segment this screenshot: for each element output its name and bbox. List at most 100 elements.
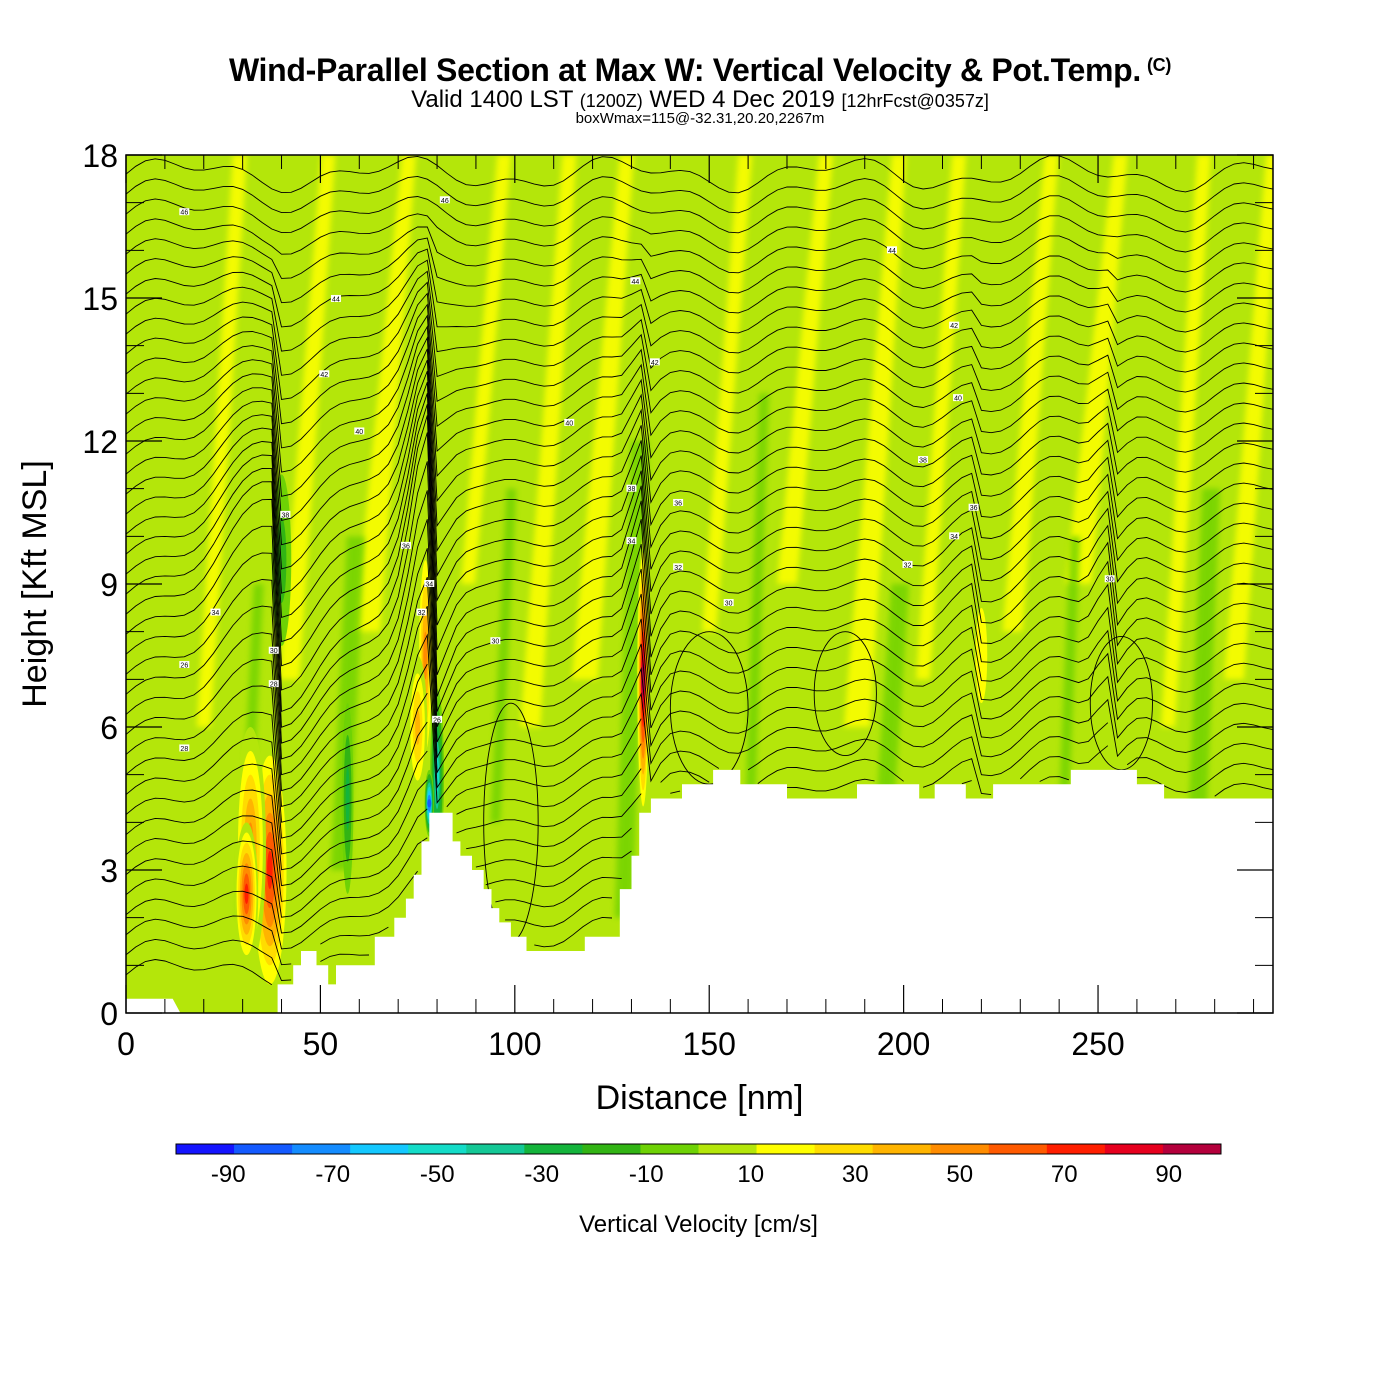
theta-label-box [179,661,190,669]
theta-label-box [953,394,964,402]
theta-contour [126,721,642,871]
theta-label: 34 [424,580,435,589]
theta-label-text: 40 [565,420,573,427]
theta-contour [126,519,1273,760]
updraft-streak [520,155,577,727]
colorbar-tick-label: 10 [737,1161,764,1188]
theta-label: 30 [723,599,734,608]
colorbar: -90 -70 -50 -30 -10 10 30 50 70 90 Vertical Veloci… [175,1143,1222,1238]
theta-label-text: 38 [282,512,290,519]
theta-contour [126,175,1273,214]
colorbar-swatch [1046,1144,1106,1154]
theta-contour [126,325,1273,497]
updraft-streak [1161,155,1212,727]
y-tick-label: 9 [100,567,118,603]
theta-contour [126,915,613,966]
theta-label-box [949,321,960,329]
updraft-streak [1002,155,1059,632]
theta-contour [126,348,1273,546]
downdraft-streak [1186,488,1221,870]
theta-contour [813,631,877,757]
theta-label-box [268,646,279,654]
theta-label: 26 [432,715,443,724]
theta-contour [126,314,1273,473]
theta-label-box [918,456,929,464]
updraft-streak [279,155,336,680]
theta-contour [126,359,1273,570]
theta-label-text: 30 [725,601,733,608]
theta-label: 42 [649,358,660,367]
theta-label-text: 32 [418,610,426,617]
chart-title-text: Wind-Parallel Section at Max W: Vertical… [228,52,1141,88]
theta-label-text: 26 [180,663,188,670]
x-tick-label: 250 [1071,1026,1124,1062]
theta-contour [126,779,632,902]
theta-contour [126,606,1273,807]
vv-contour [975,607,988,704]
x-tick-label: 100 [488,1026,541,1062]
theta-label: 30 [490,637,501,646]
theta-label-box [416,608,427,616]
box-info: boxWmax=115@-32.31,20.20,2267m [575,110,825,127]
valid-time: Valid 1400 LST [411,86,574,113]
colorbar-swatch [988,1144,1048,1154]
theta-label-box [902,560,913,568]
updraft-streak [916,155,967,680]
colorbar-swatch [466,1144,525,1154]
theta-label-box [630,277,641,285]
theta-label-box [1104,575,1115,583]
theta-contour [126,270,1273,376]
theta-label-text: 38 [919,458,927,465]
theta-label: 40 [953,394,964,403]
theta-label-text: 28 [180,746,188,753]
theta-label: 40 [354,427,365,436]
colorbar-swatch [756,1144,816,1154]
theta-label: 34 [949,532,960,541]
theta-label-text: 32 [904,562,912,569]
theta-label-text: 44 [332,296,340,303]
colorbar-tick-label: -10 [629,1161,664,1188]
colorbar-swatch [1104,1144,1164,1154]
theta-contour [126,213,1273,255]
y-tick-label: 0 [100,996,118,1032]
theta-label-text: 26 [433,717,441,724]
theta-label-box [400,541,411,549]
colorbar-swatch [524,1144,583,1154]
theta-label-box [673,498,684,506]
colorbar-tick-label: -50 [420,1161,455,1188]
theta-label: 36 [400,541,411,550]
theta-contour [126,432,1273,713]
theta-contour [126,548,1273,776]
vv-cell [407,655,428,799]
vv-cell [341,703,354,894]
theta-label-text: 44 [888,248,896,255]
y-tick-label: 3 [100,853,118,889]
y-tick-label: 6 [100,710,118,746]
colorbar-tick-label: 30 [842,1161,869,1188]
theta-label-box [490,637,501,645]
chart-subtitle: Valid 1400 LST (1200Z) WED 4 Dec 2019 [1… [0,86,1400,114]
colorbar-label: Vertical Velocity [cm/s] [579,1211,818,1238]
colorbar-swatch [176,1144,235,1154]
colorbar-swatch [872,1144,932,1154]
y-axis-label: Height [Kft MSL] [16,460,54,708]
theta-label-box [432,715,443,723]
theta-label: 32 [416,608,427,617]
vv-contour [267,850,273,890]
theta-label-text: 42 [950,323,958,330]
theta-label-box [330,294,341,302]
theta-contour [126,415,1273,691]
theta-contour [126,663,1273,839]
theta-contour [126,393,1273,643]
theta-contour [126,292,1273,425]
updraft-streak [461,155,512,584]
updraft-streak [196,155,247,727]
theta-label-text: 28 [270,682,278,689]
colorbar-tick-label: 50 [946,1161,973,1188]
theta-label: 42 [949,321,960,330]
theta-label: 44 [330,294,341,303]
updraft-streak [702,155,753,632]
theta-label: 38 [626,484,637,493]
vv-cell [636,536,650,823]
vv-contour [345,766,350,831]
